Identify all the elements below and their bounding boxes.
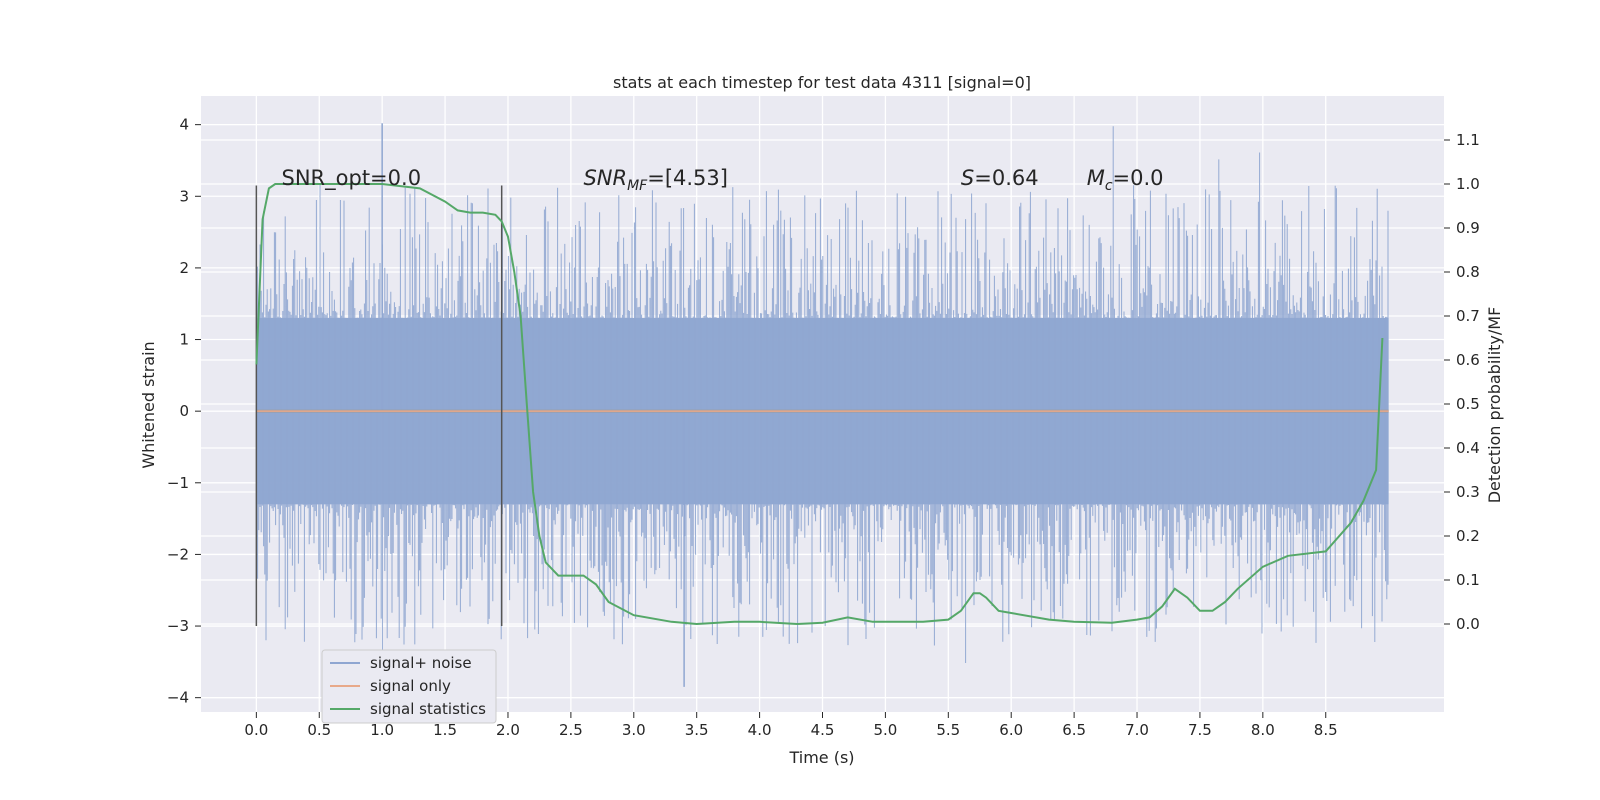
chart-title: stats at each timestep for test data 431… bbox=[613, 73, 1031, 92]
left-y-axis-label: Whitened strain bbox=[139, 341, 158, 468]
y-tick-label-right: 0.4 bbox=[1456, 439, 1480, 457]
x-tick-label: 3.0 bbox=[622, 721, 646, 739]
y-tick-label-left: 4 bbox=[179, 116, 189, 134]
y-tick-label-left: 2 bbox=[179, 259, 189, 277]
annotations: SNR_opt=0.0 SNRMF=[4.53] S=0.64 Mc=0.0 bbox=[282, 166, 1164, 194]
legend-label-signal-only: signal only bbox=[370, 677, 451, 695]
signal-statistics-series bbox=[255, 183, 1384, 626]
annotation: Mc=0.0 bbox=[1087, 166, 1164, 194]
legend-label-signal-noise: signal+ noise bbox=[370, 654, 472, 672]
x-tick-label: 2.5 bbox=[559, 721, 583, 739]
x-tick-label: 0.5 bbox=[307, 721, 331, 739]
y-tick-label-right: 1.1 bbox=[1456, 131, 1480, 149]
y-tick-label-right: 0.5 bbox=[1456, 395, 1480, 413]
y-tick-label-right: 0.8 bbox=[1456, 263, 1480, 281]
x-tick-label: 0.0 bbox=[244, 721, 268, 739]
left-y-axis-ticks: 4 3 2 1 0 −1 −2 −3 −4 bbox=[167, 116, 201, 707]
x-axis-ticks: 0.0 0.5 1.0 1.5 2.0 2.5 3.0 3.5 4.0 4.5 5.0 5.5 6.0 6… bbox=[244, 712, 1338, 739]
right-y-axis-label: Detection probability/MF bbox=[1485, 307, 1504, 504]
legend-label-signal-statistics: signal statistics bbox=[370, 700, 486, 718]
x-tick-label: 6.5 bbox=[1062, 721, 1086, 739]
y-tick-label-left: 1 bbox=[179, 331, 189, 349]
x-tick-label: 1.0 bbox=[370, 721, 394, 739]
annotation: SNRMF=[4.53] bbox=[583, 166, 728, 194]
x-axis-label: Time (s) bbox=[788, 748, 854, 767]
y-tick-label-left: −2 bbox=[167, 545, 189, 563]
annotation: SNR_opt=0.0 bbox=[282, 166, 422, 191]
x-tick-label: 2.0 bbox=[496, 721, 520, 739]
x-tick-label: 7.5 bbox=[1188, 721, 1212, 739]
x-tick-label: 8.0 bbox=[1251, 721, 1275, 739]
legend-box bbox=[321, 649, 497, 724]
x-tick-label: 6.0 bbox=[999, 721, 1023, 739]
x-tick-label: 3.5 bbox=[685, 721, 709, 739]
x-tick-label: 5.0 bbox=[873, 721, 897, 739]
vertical-markers bbox=[255, 185, 503, 627]
y-tick-label-right: 0.1 bbox=[1456, 571, 1480, 589]
y-tick-label-right: 0.0 bbox=[1456, 615, 1480, 633]
y-tick-label-right: 0.6 bbox=[1456, 351, 1480, 369]
y-tick-label-left: 0 bbox=[179, 402, 189, 420]
y-tick-label-left: −1 bbox=[167, 474, 189, 492]
annotation: S=0.64 bbox=[961, 166, 1039, 190]
y-tick-label-right: 0.9 bbox=[1456, 219, 1480, 237]
y-tick-label-left: 3 bbox=[179, 187, 189, 205]
y-tick-label-right: 0.7 bbox=[1456, 307, 1480, 325]
x-tick-label: 8.5 bbox=[1314, 721, 1338, 739]
y-tick-label-left: −3 bbox=[167, 617, 189, 635]
x-tick-label: 1.5 bbox=[433, 721, 457, 739]
y-tick-label-right: 1.0 bbox=[1456, 175, 1480, 193]
x-tick-label: 7.0 bbox=[1125, 721, 1149, 739]
x-tick-label: 4.0 bbox=[748, 721, 772, 739]
y-tick-label-right: 0.3 bbox=[1456, 483, 1480, 501]
x-tick-label: 4.5 bbox=[811, 721, 835, 739]
y-tick-label-left: −4 bbox=[167, 689, 189, 707]
legend: signal+ noise signal only signal statist… bbox=[321, 649, 497, 724]
y-tick-label-right: 0.2 bbox=[1456, 527, 1480, 545]
right-y-axis-ticks: 1.1 1.0 0.9 0.8 0.7 0.6 0.5 0.4 0.3 0.2 0.1 0.0 bbox=[1444, 131, 1480, 633]
x-tick-label: 5.5 bbox=[936, 721, 960, 739]
